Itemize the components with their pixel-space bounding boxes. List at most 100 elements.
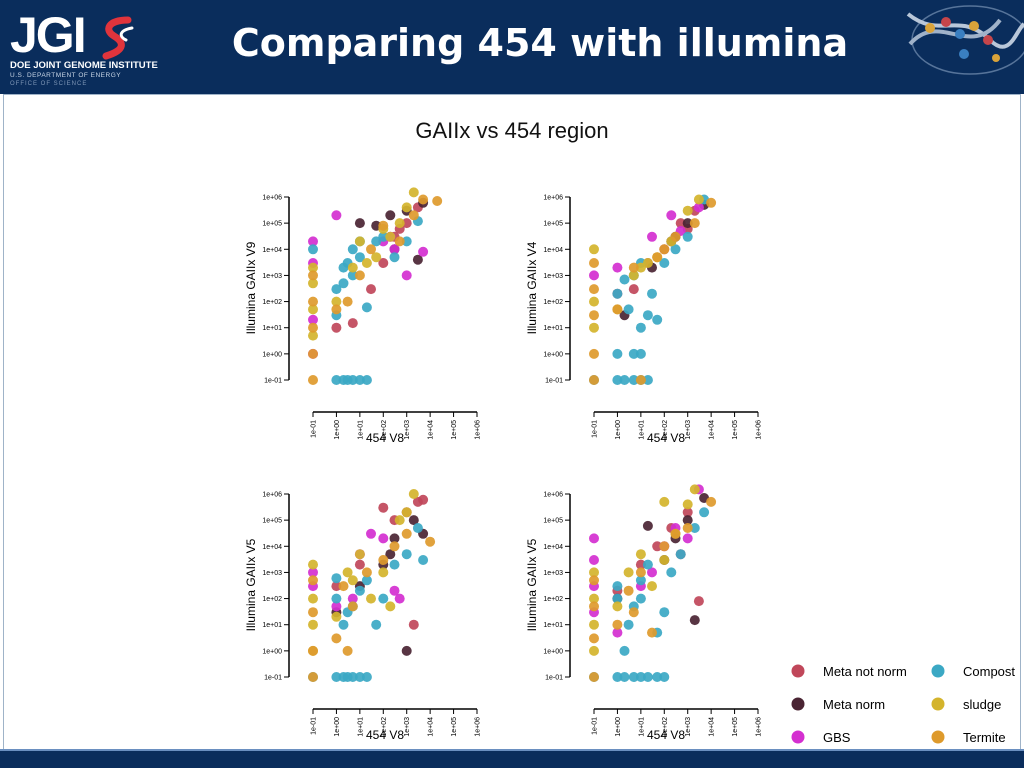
data-point <box>635 672 646 682</box>
data-point <box>628 270 639 281</box>
x-tick-label: 1e-01 <box>311 717 318 735</box>
data-point <box>347 601 358 612</box>
data-point <box>589 555 599 565</box>
x-axis-title: 454 V8 <box>366 728 404 742</box>
x-tick-label: 1e+03 <box>685 717 692 737</box>
data-point <box>354 218 365 229</box>
y-tick-label: 1e+05 <box>262 518 282 525</box>
data-point <box>659 496 670 507</box>
data-point <box>647 627 657 638</box>
data-point <box>699 507 710 518</box>
x-tick-label: 1e+02 <box>662 420 669 440</box>
x-tick-label: 1e+01 <box>638 420 645 440</box>
legend-label: GBS <box>823 730 851 745</box>
y-tick-label: 1e+01 <box>262 325 282 332</box>
data-point <box>682 523 693 533</box>
header-bar: JGI DOE JOINT GENOME INSTITUTE U.S. DEPA… <box>0 0 1024 94</box>
data-point <box>347 593 358 604</box>
data-point <box>689 523 700 533</box>
x-tick-label: 1e-01 <box>592 420 599 438</box>
data-point <box>642 559 653 570</box>
data-point <box>642 310 653 321</box>
data-point <box>361 567 372 578</box>
data-point <box>401 236 412 247</box>
y-tick-label: 1e+06 <box>543 195 563 202</box>
data-point <box>635 262 646 273</box>
data-point <box>682 231 693 242</box>
data-point <box>659 607 670 618</box>
x-tick-label: 1e+01 <box>357 717 364 737</box>
data-point <box>642 672 653 682</box>
data-point <box>394 218 405 229</box>
data-point <box>401 645 412 656</box>
x-tick-label: 1e+06 <box>756 420 763 440</box>
data-point <box>331 601 342 612</box>
data-point <box>401 507 412 518</box>
data-point <box>589 593 599 604</box>
data-point <box>612 627 623 638</box>
x-tick-label: 1e+04 <box>709 717 716 737</box>
data-point <box>408 619 419 630</box>
data-point <box>308 330 318 341</box>
data-point <box>342 567 353 578</box>
y-tick-label: 1e+05 <box>543 221 563 228</box>
data-point <box>589 348 599 359</box>
y-tick-label: 1e-01 <box>264 675 282 682</box>
data-point <box>675 218 686 229</box>
data-point <box>308 314 318 325</box>
data-point <box>418 555 429 565</box>
x-tick-label: 1e+05 <box>451 420 458 440</box>
x-tick-label: 1e+01 <box>357 420 364 440</box>
data-point <box>412 254 423 265</box>
content-panel <box>3 94 1021 752</box>
data-point <box>308 607 318 618</box>
data-point <box>682 499 693 510</box>
data-point <box>670 244 681 255</box>
data-point <box>378 231 389 242</box>
x-tick-label: 1e+05 <box>451 717 458 737</box>
data-point <box>635 559 646 570</box>
data-point <box>401 218 412 229</box>
x-tick-label: 1e+04 <box>428 717 435 737</box>
data-point <box>706 496 717 507</box>
legend-label: sludge <box>963 697 1001 712</box>
data-point <box>659 258 670 268</box>
data-point <box>394 236 405 247</box>
data-point <box>647 231 657 242</box>
data-point <box>371 252 382 263</box>
data-point <box>628 607 639 618</box>
y-tick-label: 1e+01 <box>543 622 563 629</box>
y-tick-label: 1e+04 <box>543 247 563 254</box>
data-point <box>589 601 599 612</box>
data-point <box>408 515 419 526</box>
logo-institute-name: DOE JOINT GENOME INSTITUTE <box>10 60 158 71</box>
data-point <box>693 194 704 205</box>
data-point <box>401 270 412 281</box>
data-point <box>408 187 419 198</box>
data-point <box>366 593 376 604</box>
data-point <box>589 296 599 307</box>
legend-marker <box>791 664 805 678</box>
x-tick-label: 1e+00 <box>615 420 622 440</box>
data-point <box>659 555 670 565</box>
data-point <box>401 202 412 213</box>
footer-accent <box>0 749 1024 751</box>
data-point <box>418 194 429 205</box>
scatter-plot-2: 1e-01 1e+00 1e+01 1e+02 1e+03 1e+04 1e+05 1e+06… <box>525 194 763 445</box>
data-point <box>693 596 704 607</box>
data-point <box>308 296 318 307</box>
data-point <box>682 218 693 229</box>
data-point <box>675 549 686 560</box>
data-point <box>331 633 342 644</box>
y-tick-label: 1e+00 <box>262 351 282 358</box>
y-tick-label: 1e+02 <box>262 596 282 603</box>
data-point <box>682 507 693 518</box>
data-point <box>670 528 681 539</box>
data-point <box>378 220 389 231</box>
legend-marker <box>931 730 945 744</box>
y-tick-label: 1e-01 <box>545 378 563 385</box>
data-point <box>394 593 405 604</box>
x-tick-label: 1e+03 <box>685 420 692 440</box>
y-tick-label: 1e+01 <box>262 622 282 629</box>
y-axis-title: Illumina GAIIx V5 <box>244 538 258 631</box>
